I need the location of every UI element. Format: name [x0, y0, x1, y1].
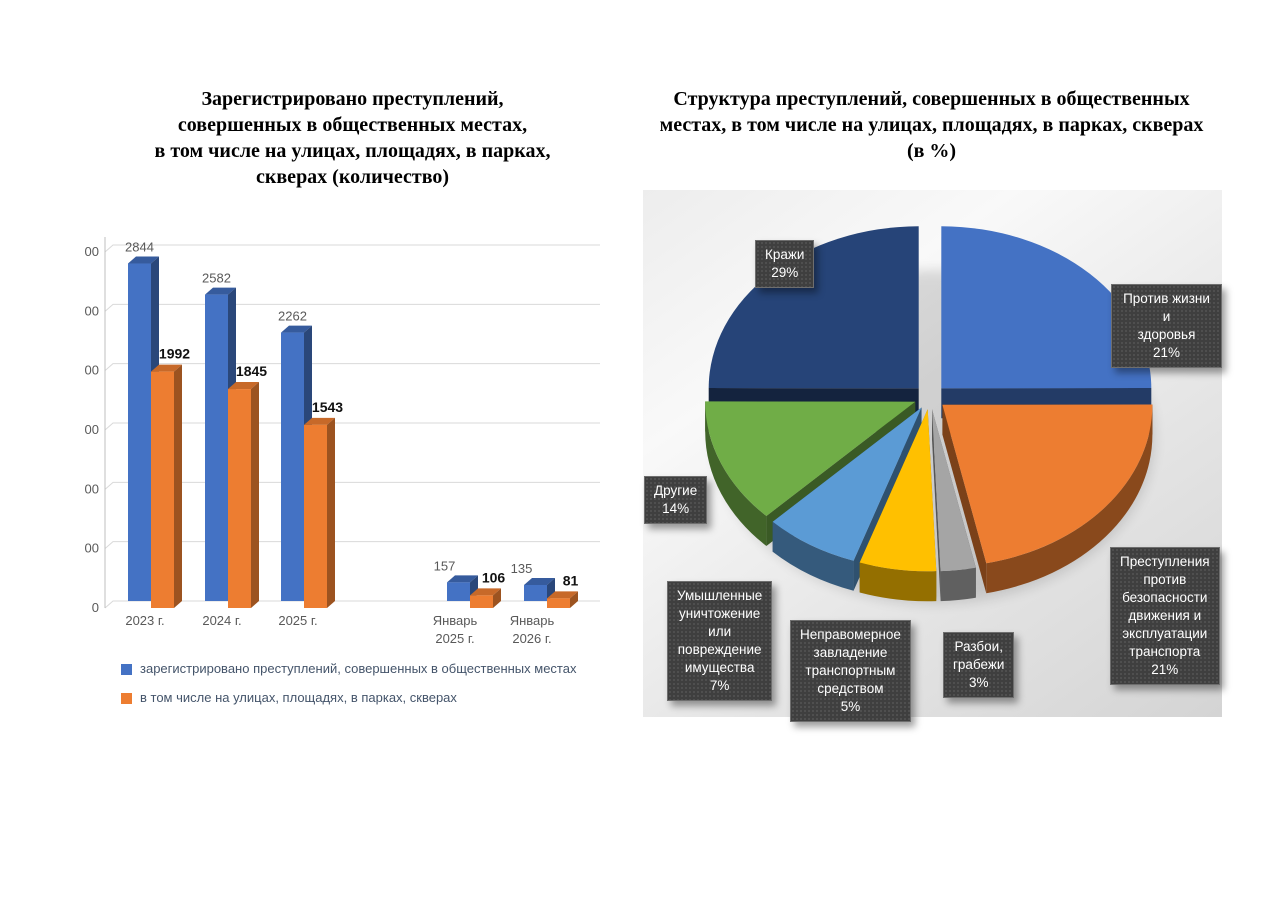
pie-slice-label: Умышленные уничтожение или повреждение и… — [667, 581, 773, 701]
bar-blue — [447, 575, 478, 601]
pie-slice — [942, 404, 1153, 594]
bar-chart-plot: 0 500 1000 1500 2000 2500 3000 2844 1992 2582 1845… — [70, 225, 620, 655]
pie-slice-label: Неправомерное завладение транспортным ср… — [790, 620, 911, 722]
bar-orange — [470, 588, 501, 608]
pie-slice-label: Против жизни и здоровья 21% — [1111, 284, 1222, 368]
bar-category-labels: 2023 г. 2024 г. 2025 г. Январь 2025 г. Январь… — [125, 613, 554, 646]
svg-text:2262: 2262 — [278, 309, 307, 324]
svg-text:2000: 2000 — [85, 363, 99, 378]
svg-text:81: 81 — [563, 572, 579, 588]
bar-orange — [304, 417, 335, 608]
svg-text:2844: 2844 — [125, 240, 154, 255]
svg-text:2025 г.: 2025 г. — [435, 631, 474, 646]
pie-slice — [932, 409, 976, 602]
legend-swatch-blue-icon — [121, 663, 132, 675]
pie-slice-label: Другие 14% — [644, 476, 708, 524]
legend-swatch-orange-icon — [121, 692, 132, 704]
svg-text:2025 г.: 2025 г. — [278, 613, 317, 628]
svg-text:1000: 1000 — [85, 481, 99, 496]
bar-orange — [151, 364, 182, 608]
svg-text:2026 г.: 2026 г. — [512, 631, 551, 646]
bar-series — [128, 256, 578, 608]
pie-slice-label: Преступления против безопасности движени… — [1110, 547, 1220, 685]
bar-value-labels: 2844 1992 2582 1845 2262 1543 157 106 135 81 — [125, 240, 578, 589]
bar-y-axis-labels: 0 500 1000 1500 2000 2500 3000 — [70, 244, 99, 615]
svg-text:1543: 1543 — [312, 399, 343, 415]
svg-text:Январь: Январь — [510, 613, 555, 628]
legend-item-registered: зарегистрировано преступлений, совершенн… — [121, 661, 601, 677]
svg-text:2500: 2500 — [85, 303, 99, 318]
legend-label-streets: в том числе на улицах, площадях, в парка… — [140, 690, 457, 705]
pie-slice-label: Разбои, грабежи 3% — [943, 632, 1015, 698]
svg-text:1845: 1845 — [236, 363, 267, 379]
pie-slice — [772, 407, 922, 591]
svg-text:2023 г.: 2023 г. — [125, 613, 164, 628]
pie-chart-plot: Против жизни и здоровья 21% Преступления … — [643, 190, 1222, 722]
svg-text:3000: 3000 — [85, 244, 99, 259]
bar-orange — [547, 591, 578, 608]
pie-slice — [859, 409, 937, 602]
legend-label-registered: зарегистрировано преступлений, совершенн… — [140, 661, 577, 676]
bar-chart-title: Зарегистрировано преступлений, совершенн… — [154, 88, 551, 188]
bar-chart-legend: зарегистрировано преступлений, совершенн… — [121, 661, 601, 719]
svg-text:106: 106 — [482, 569, 506, 585]
svg-text:2024 г.: 2024 г. — [202, 613, 241, 628]
svg-text:135: 135 — [511, 561, 533, 576]
svg-text:0: 0 — [92, 600, 99, 615]
svg-text:500: 500 — [85, 541, 99, 556]
pie-chart-title: Структура преступлений, совершенных в об… — [659, 88, 1204, 162]
bar-orange — [228, 382, 259, 608]
svg-text:Январь: Январь — [433, 613, 478, 628]
svg-text:157: 157 — [434, 558, 456, 573]
svg-text:1500: 1500 — [85, 422, 99, 437]
legend-item-streets: в том числе на улицах, площадях, в парка… — [121, 690, 601, 706]
pie-slice-label: Кражи 29% — [755, 240, 815, 288]
bar-chart-svg: 0 500 1000 1500 2000 2500 3000 2844 1992 2582 1845… — [70, 237, 600, 646]
pie-chart-svg — [705, 226, 1155, 604]
bar-gridlines — [104, 237, 600, 609]
svg-text:2582: 2582 — [202, 271, 231, 286]
svg-text:1992: 1992 — [159, 346, 190, 362]
